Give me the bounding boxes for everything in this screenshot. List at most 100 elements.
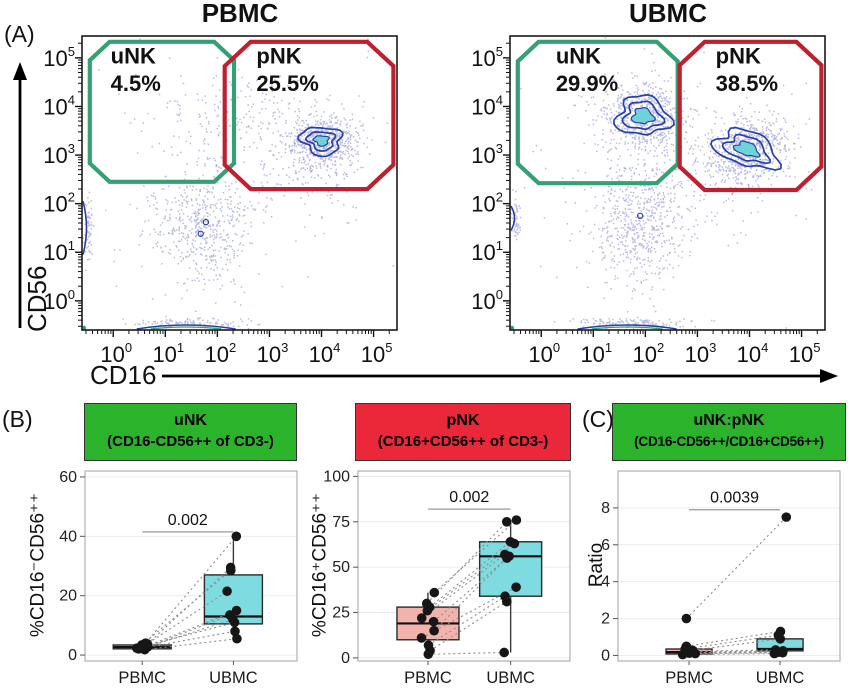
density-contour bbox=[296, 126, 344, 158]
data-point bbox=[423, 640, 434, 651]
y-tick-label: 105 bbox=[471, 44, 503, 71]
data-point bbox=[499, 647, 509, 658]
plot-frame bbox=[357, 470, 571, 662]
scatter-events bbox=[122, 315, 261, 330]
density-core bbox=[630, 107, 656, 125]
data-point bbox=[770, 645, 781, 655]
flow-pbmc-uNK-gate bbox=[87, 39, 237, 184]
y-tick-label: 0 bbox=[68, 647, 77, 664]
x-tick-label: 105 bbox=[789, 340, 821, 367]
data-point bbox=[225, 562, 236, 573]
cd16-axis-arrow: CD16 bbox=[90, 360, 838, 390]
flow-ubmc-axis-ticks: 100 101 102 103 104 105 100 101 102 103 104 105 bbox=[471, 42, 821, 367]
flow-pbmc-pNK-gate bbox=[222, 39, 396, 192]
left-rug bbox=[510, 205, 516, 231]
pair-line bbox=[426, 521, 508, 604]
density-contour bbox=[721, 133, 771, 165]
pair-line bbox=[428, 595, 506, 646]
y-tick-label: 2 bbox=[601, 611, 610, 628]
p-value: 0.002 bbox=[449, 489, 489, 506]
data-point bbox=[511, 582, 521, 592]
data-point bbox=[421, 598, 432, 609]
data-point bbox=[681, 641, 692, 652]
unk-boxplot: 0 20 40 60 PBMC UBMC 0.002 bbox=[59, 469, 298, 687]
flow-ubmc-pNK-gate-percent: 38.5% bbox=[716, 71, 778, 96]
pnk-header-title: pNK bbox=[446, 412, 480, 429]
x-tick-label: 100 bbox=[100, 340, 132, 367]
group-label-pbmc: PBMC bbox=[118, 669, 166, 687]
y-tick-label: 20 bbox=[59, 588, 77, 605]
y-tick-label: 0 bbox=[341, 650, 350, 667]
y-tick-label: 101 bbox=[43, 238, 75, 265]
plot-frame bbox=[84, 470, 298, 662]
pnk-header-subtitle: (CD16+CD56++ of CD3-) bbox=[377, 433, 549, 450]
panel-c-label: (C) bbox=[582, 406, 614, 432]
flow-pbmc-uNK-gate-percent: 4.5% bbox=[111, 71, 161, 96]
data-point bbox=[231, 605, 242, 616]
pair-line bbox=[145, 535, 237, 644]
flow-pbmc-uNK-gate-name: uNK bbox=[111, 44, 156, 69]
data-point bbox=[505, 536, 516, 547]
y-tick-label: 102 bbox=[43, 190, 75, 217]
group-label-pbmc: PBMC bbox=[404, 669, 452, 687]
y-tick-label: 25 bbox=[332, 605, 350, 622]
flow-pbmc-frame bbox=[81, 35, 398, 331]
data-point bbox=[501, 517, 512, 527]
x-tick-label: 101 bbox=[152, 340, 184, 367]
x-tick-label: 103 bbox=[257, 340, 289, 367]
unk-boxplot-block: uNK (CD16-CD56++ of CD3-) %CD16⁻CD56⁺⁺ 0… bbox=[20, 403, 300, 693]
group-label-ubmc: UBMC bbox=[209, 669, 258, 687]
data-point bbox=[222, 586, 232, 597]
y-tick-label: 103 bbox=[43, 141, 75, 168]
ubmc-flow-plot: 100 101 102 103 104 105 100 101 102 103 104 105 uNK2… bbox=[471, 35, 826, 367]
y-tick-label: 100 bbox=[323, 468, 350, 485]
unk-header-title: uNK bbox=[174, 412, 207, 429]
data-point bbox=[231, 531, 242, 542]
ratio-header-title: uNK:pNK bbox=[693, 412, 765, 429]
pair-line bbox=[689, 650, 784, 653]
pbmc-flow-plot: 100 101 102 103 104 105 100 101 102 103 104 105 uNK4… bbox=[43, 35, 398, 367]
data-point bbox=[140, 638, 151, 648]
y-tick-label: 0 bbox=[601, 647, 610, 664]
pair-line bbox=[433, 519, 517, 593]
cd56-axis-label: CD56 bbox=[22, 266, 52, 332]
pair-line bbox=[429, 541, 511, 608]
x-tick-label: 100 bbox=[528, 340, 560, 367]
density-core bbox=[732, 140, 761, 158]
data-point bbox=[778, 646, 788, 656]
pair-line bbox=[433, 557, 508, 632]
plot-frame bbox=[617, 470, 841, 662]
unk-header: uNK (CD16-CD56++ of CD3-) bbox=[84, 403, 297, 461]
pair-line bbox=[141, 570, 232, 646]
box-ubmc bbox=[478, 541, 543, 597]
data-point bbox=[416, 633, 427, 643]
unk-header-subtitle: (CD16-CD56++ of CD3-) bbox=[107, 433, 274, 450]
cd16-axis-label: CD16 bbox=[90, 360, 156, 390]
data-point bbox=[511, 515, 522, 525]
tiny-contour bbox=[202, 218, 210, 226]
group-label-ubmc: UBMC bbox=[486, 669, 535, 687]
density-contour bbox=[621, 100, 666, 131]
y-tick-label: 6 bbox=[601, 537, 610, 554]
data-point bbox=[416, 613, 427, 623]
pair-line bbox=[427, 543, 515, 612]
flow-ubmc-pNK-gate-name: pNK bbox=[716, 44, 761, 69]
pair-line bbox=[686, 630, 781, 647]
pair-line bbox=[138, 630, 236, 650]
flow-cytometry-panel: (A) PBMC UBMC 100 101 102 103 104 10510010110… bbox=[4, 0, 838, 390]
y-tick-label: 104 bbox=[43, 92, 75, 119]
p-value: 0.002 bbox=[168, 512, 208, 529]
left-rug bbox=[82, 201, 88, 255]
p-value: 0.0039 bbox=[710, 490, 759, 507]
x-tick-label: 104 bbox=[309, 340, 341, 367]
ratio-boxplot-block: uNK:pNK (CD16-CD56++/CD16+CD56++) Ratio … bbox=[584, 403, 848, 693]
y-tick-label: 60 bbox=[59, 469, 77, 486]
pair-line bbox=[147, 567, 232, 645]
x-tick-label: 103 bbox=[685, 340, 717, 367]
scatter-events bbox=[113, 141, 273, 320]
data-point bbox=[681, 613, 692, 624]
y-tick-label: 100 bbox=[43, 287, 75, 314]
pair-line bbox=[136, 621, 235, 649]
flow-pbmc-axis-ticks: 100 101 102 103 104 105 100 101 102 103 104 105 bbox=[43, 42, 392, 367]
x-tick-label: 104 bbox=[737, 340, 769, 367]
